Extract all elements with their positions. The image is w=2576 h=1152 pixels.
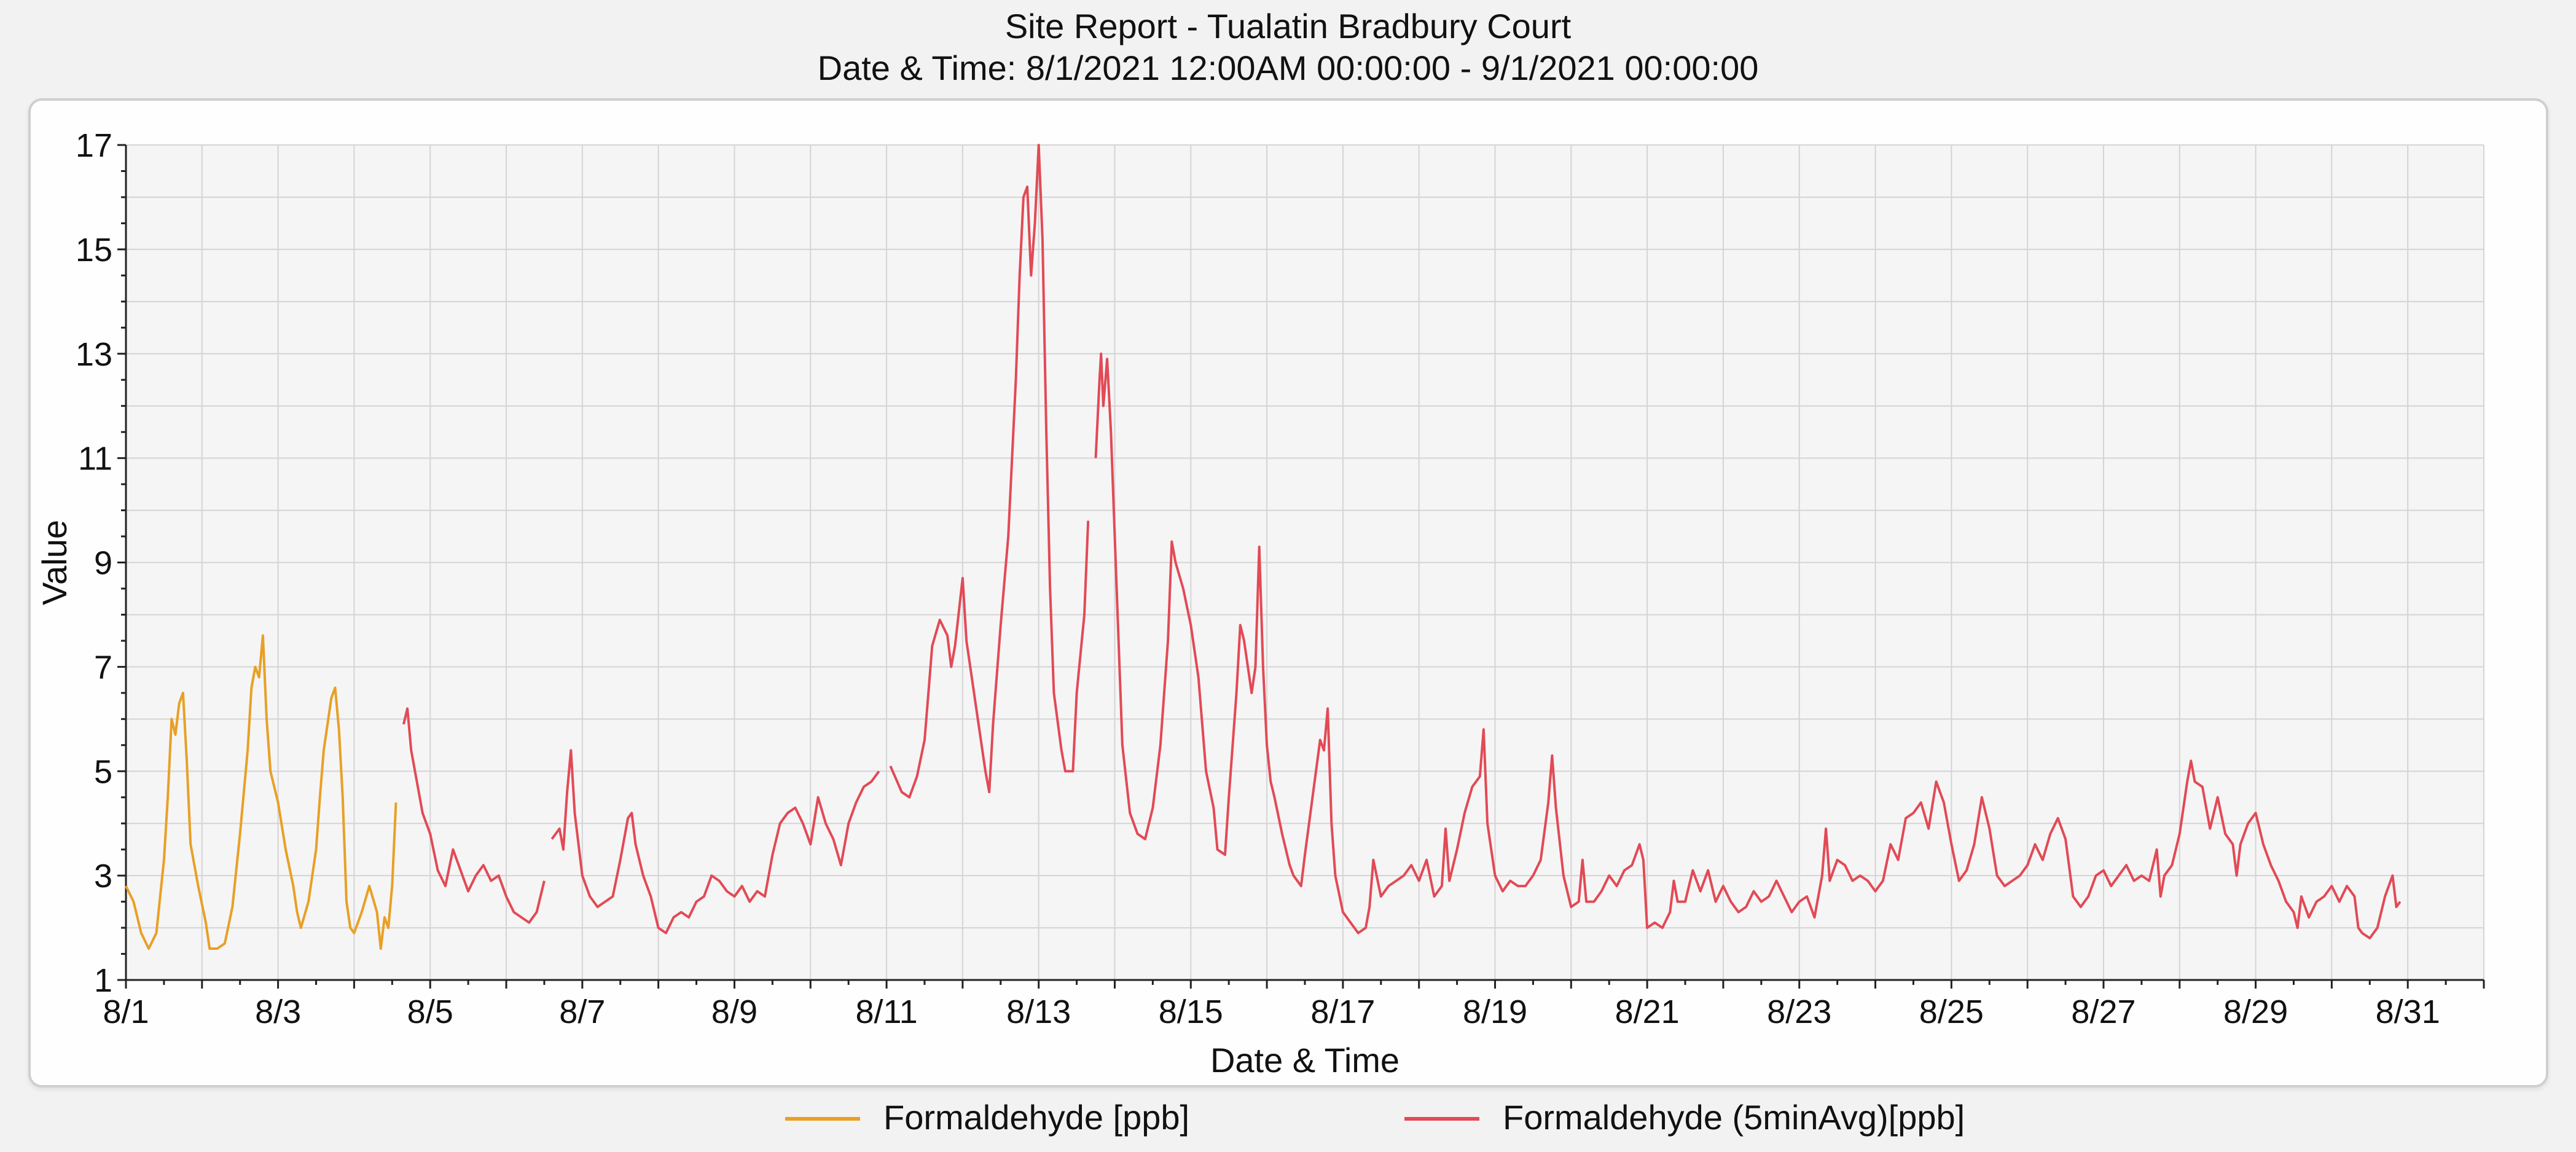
x-tick-label: 8/7: [559, 993, 605, 1030]
series-line-formaldehyde-5min: [1094, 352, 2402, 939]
y-tick-label: 11: [78, 441, 112, 477]
x-tick-label: 8/5: [407, 993, 453, 1030]
series-line-formaldehyde: [125, 634, 397, 950]
y-tick-label: 7: [94, 649, 112, 686]
x-tick-label: 8/27: [2071, 993, 2136, 1030]
series-line-formaldehyde-5min: [889, 144, 1090, 799]
x-tick-label: 8/11: [856, 993, 918, 1030]
y-axis-title: Value: [35, 520, 74, 605]
chart-title: Site Report - Tualatin Bradbury Court: [1004, 7, 1572, 45]
y-tick-label: 17: [76, 127, 112, 164]
x-tick-label: 8/17: [1310, 993, 1375, 1030]
x-tick-label: 8/19: [1463, 993, 1527, 1030]
x-tick-label: 8/3: [255, 993, 301, 1030]
y-tick-label: 3: [94, 858, 112, 895]
legend-swatch-formaldehyde: [785, 1117, 860, 1121]
y-tick-label: 13: [76, 336, 112, 373]
legend-swatch-formaldehyde-5min: [1404, 1117, 1479, 1121]
legend-label-formaldehyde: Formaldehyde [ppb]: [883, 1098, 1190, 1137]
y-tick-label: 5: [94, 753, 112, 790]
x-tick-label: 8/15: [1159, 993, 1223, 1030]
x-tick-label: 8/9: [711, 993, 758, 1030]
y-tick-label: 9: [94, 545, 112, 582]
x-tick-label: 8/29: [2223, 993, 2288, 1030]
y-tick-label: 15: [76, 232, 112, 268]
chart-subtitle: Date & Time: 8/1/2021 12:00AM 00:00:00 -…: [817, 49, 1759, 87]
y-tick-label: 1: [94, 962, 112, 999]
x-axis-title: Date & Time: [1210, 1041, 1400, 1080]
x-tick-label: 8/25: [1919, 993, 1984, 1030]
series-line-formaldehyde-5min: [402, 707, 546, 924]
legend-label-formaldehyde-5min: Formaldehyde (5minAvg)[ppb]: [1503, 1098, 1965, 1137]
x-tick-label: 8/13: [1006, 993, 1071, 1030]
series-line-formaldehyde-5min: [550, 749, 880, 935]
x-tick-label: 8/23: [1767, 993, 1831, 1030]
x-tick-label: 8/21: [1615, 993, 1680, 1030]
x-tick-label: 8/31: [2376, 993, 2440, 1030]
x-tick-label: 8/1: [103, 993, 149, 1030]
